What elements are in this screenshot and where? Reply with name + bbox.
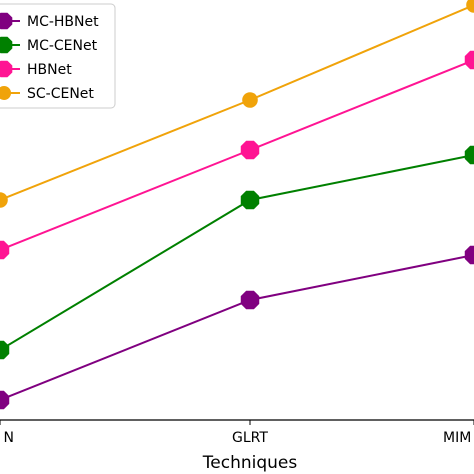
legend-label: HBNet (27, 62, 72, 78)
data-point (0, 240, 10, 260)
data-point (240, 140, 260, 160)
data-point (242, 92, 258, 108)
data-point (0, 390, 10, 410)
data-point (464, 145, 474, 165)
series-mc-hbnet (0, 245, 474, 410)
data-point (0, 192, 8, 208)
series-line (0, 154, 474, 351)
data-point (240, 290, 260, 310)
x-ticks: N GLRT MIM (0, 420, 474, 446)
legend-marker (0, 60, 13, 78)
legend-marker (0, 85, 12, 101)
series-line (0, 254, 474, 401)
legend-entry: HBNet (0, 60, 72, 78)
x-tick-label: GLRT (232, 430, 268, 446)
x-tick-label: MIM (443, 430, 471, 446)
data-point (464, 50, 474, 70)
series-layer (0, 0, 474, 410)
data-point (466, 0, 474, 13)
legend-frame (0, 3, 116, 109)
legend-entry: MC-HBNet (0, 12, 99, 30)
data-point (0, 340, 10, 360)
series-sc-cenet (0, 0, 474, 208)
legend-label: SC-CENet (27, 86, 94, 102)
legend: MC-HBNet MC-CENet HBNet SC-CENet (0, 3, 116, 109)
x-tick-label: N (4, 430, 14, 446)
data-point (464, 245, 474, 265)
legend-entry: MC-CENet (0, 36, 98, 54)
series-mc-cenet (0, 145, 474, 360)
series-hbnet (0, 50, 474, 260)
x-axis-label: Techniques (202, 453, 298, 473)
data-point (240, 190, 260, 210)
legend-marker (0, 36, 13, 54)
legend-label: MC-CENet (27, 38, 98, 54)
legend-entry: SC-CENet (0, 85, 94, 102)
legend-marker (0, 12, 13, 30)
legend-label: MC-HBNet (27, 14, 99, 30)
